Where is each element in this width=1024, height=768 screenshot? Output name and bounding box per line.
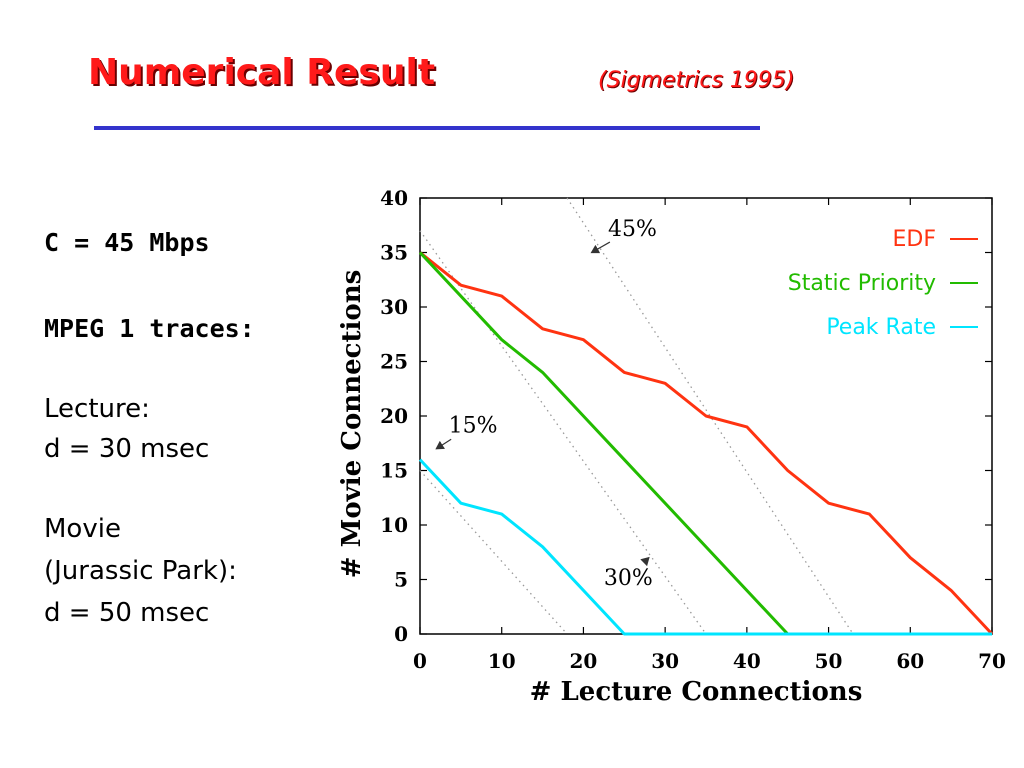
movie-name: (Jurassic Park): xyxy=(44,556,237,586)
y-tick-label: 0 xyxy=(394,622,408,646)
annotation-arrow xyxy=(435,438,452,450)
reference-line-15pct xyxy=(419,470,568,635)
y-tick-label: 35 xyxy=(380,241,408,265)
legend-label-peak-rate: Peak Rate xyxy=(826,315,936,340)
slide-subtitle: (Sigmetrics 1995) xyxy=(598,68,795,93)
traces-text: MPEG 1 traces: xyxy=(44,314,255,343)
y-tick-label: 20 xyxy=(380,404,408,428)
reference-line-45pct xyxy=(566,197,854,635)
annotation-arrow xyxy=(590,241,611,254)
annotation-30pct: 30% xyxy=(604,566,653,591)
x-tick-label: 30 xyxy=(651,649,679,673)
x-tick-label: 60 xyxy=(896,649,924,673)
x-tick-label: 20 xyxy=(570,649,598,673)
y-tick-label: 30 xyxy=(380,295,408,319)
annotation-45pct: 45% xyxy=(608,217,657,242)
annotation-15pct: 15% xyxy=(449,413,498,438)
lecture-label: Lecture: xyxy=(44,394,150,424)
y-axis-label: # Movie Connections xyxy=(337,270,367,579)
x-tick-label: 10 xyxy=(488,649,516,673)
y-tick-label: 40 xyxy=(380,186,408,210)
y-tick-label: 15 xyxy=(380,459,408,483)
lecture-delay: d = 30 msec xyxy=(44,434,210,464)
legend-label-edf: EDF xyxy=(893,227,937,252)
y-tick-label: 10 xyxy=(380,513,408,537)
title-rule xyxy=(94,126,760,130)
annotation-arrow xyxy=(640,556,650,567)
capacity-text: C = 45 Mbps xyxy=(44,228,210,257)
series-line-peak-rate xyxy=(418,458,992,636)
x-tick-label: 70 xyxy=(978,649,1006,673)
movie-label: Movie xyxy=(44,514,121,544)
series-line-edf xyxy=(419,251,994,636)
slide-title: Numerical Result xyxy=(88,52,436,93)
x-tick-label: 0 xyxy=(413,649,427,673)
series-line-static-priority xyxy=(418,251,789,636)
x-tick-label: 50 xyxy=(815,649,843,673)
legend-label-static-priority: Static Priority xyxy=(788,271,936,296)
y-tick-label: 5 xyxy=(394,568,408,592)
x-tick-label: 40 xyxy=(733,649,761,673)
y-tick-label: 25 xyxy=(380,350,408,374)
x-axis-label: # Lecture Connections xyxy=(530,677,863,707)
movie-delay: d = 50 msec xyxy=(44,598,210,628)
